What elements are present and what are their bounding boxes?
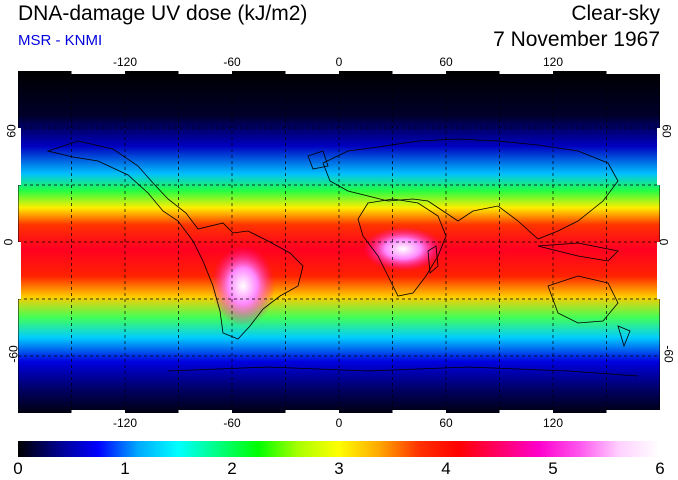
colorbar-label: 1 — [120, 459, 130, 478]
lat-tick-right: 60 — [659, 124, 674, 138]
lon-tick-bottom: -60 — [223, 416, 241, 430]
colorbar — [18, 441, 659, 457]
lat-tick-right: -60 — [661, 345, 676, 363]
map-frame — [18, 71, 660, 413]
colorbar-label: 5 — [548, 459, 558, 478]
colorbar-gradient — [18, 441, 659, 457]
lon-tick-bottom: 60 — [439, 416, 453, 430]
sky-condition: Clear-sky — [571, 2, 660, 25]
lat-tick-left: 60 — [4, 124, 19, 138]
lon-tick-top: 0 — [335, 55, 343, 69]
chart-date: 7 November 1967 — [493, 28, 660, 51]
lon-tick-top: 60 — [439, 55, 453, 69]
graticule — [18, 71, 660, 413]
coastlines — [46, 138, 639, 377]
lon-tick-bottom: 120 — [542, 416, 564, 430]
lat-tick-left: 0 — [1, 238, 16, 246]
colorbar-label: 3 — [334, 459, 344, 478]
africa-hotspot — [363, 227, 443, 271]
south-america-hotspot — [211, 246, 275, 326]
lon-tick-top: -120 — [112, 55, 138, 69]
lon-tick-bottom: -120 — [112, 416, 138, 430]
chart-title: DNA-damage UV dose (kJ/m2) — [18, 2, 308, 25]
lon-tick-top: -60 — [223, 55, 241, 69]
colorbar-label: 6 — [655, 459, 665, 478]
chart-subtitle: MSR - KNMI — [18, 32, 103, 49]
uv-dose-map — [18, 71, 660, 413]
lon-tick-top: 120 — [542, 55, 564, 69]
colorbar-label: 0 — [13, 459, 23, 478]
colorbar-label: 2 — [227, 459, 237, 478]
colorbar-label: 4 — [441, 459, 451, 478]
lon-tick-bottom: 0 — [335, 416, 343, 430]
